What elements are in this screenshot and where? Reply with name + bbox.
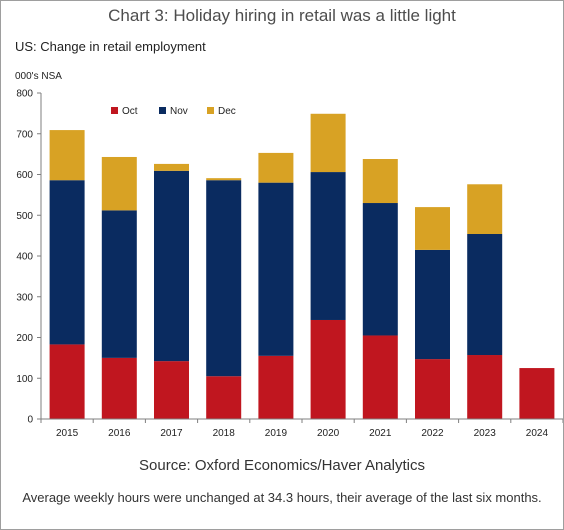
bar-oct-2018 <box>206 376 242 419</box>
bar-dec-2020 <box>310 113 346 173</box>
y-axis-label: 000's NSA <box>15 71 62 82</box>
x-tick-label: 2020 <box>317 428 340 439</box>
y-tick-label: 0 <box>27 415 33 426</box>
x-tick-label: 2016 <box>108 428 131 439</box>
x-tick-label: 2023 <box>474 428 497 439</box>
y-tick-label: 800 <box>16 89 33 100</box>
chart-legend: Oct Nov Dec <box>111 106 236 117</box>
bar-nov-2017 <box>154 170 189 362</box>
legend-label-oct: Oct <box>122 106 138 117</box>
bar-oct-2015 <box>49 344 85 419</box>
bar-oct-2022 <box>415 359 450 419</box>
bar-oct-2016 <box>101 357 137 420</box>
legend-label-dec: Dec <box>218 106 236 117</box>
bar-nov-2016 <box>101 210 137 358</box>
source-text: Source: Oxford Economics/Haver Analytics <box>139 457 425 474</box>
bars-layer <box>49 113 555 420</box>
bar-oct-2019 <box>258 355 294 419</box>
bar-nov-2015 <box>49 180 85 345</box>
y-tick-label: 300 <box>16 292 33 303</box>
bar-nov-2023 <box>467 234 503 356</box>
bar-dec-2023 <box>467 184 503 234</box>
chart-subtitle: US: Change in retail employment <box>15 39 206 54</box>
x-tick-label: 2018 <box>213 428 236 439</box>
y-tick-label: 100 <box>16 374 33 385</box>
bar-dec-2018 <box>206 178 242 181</box>
axes-layer: 0 100 200 300 400 500 600 700 800 2015 2016 2017 201… <box>16 89 563 439</box>
bar-dec-2021 <box>362 159 398 204</box>
y-tick-label: 600 <box>16 170 33 181</box>
bar-oct-2020 <box>310 319 346 419</box>
bar-nov-2022 <box>415 249 450 360</box>
x-tick-label: 2022 <box>421 428 444 439</box>
bar-oct-2023 <box>467 355 503 419</box>
bar-dec-2016 <box>101 156 137 211</box>
bar-nov-2020 <box>310 172 346 320</box>
y-tick-label: 700 <box>16 129 33 140</box>
legend-swatch-nov <box>159 107 166 114</box>
bar-nov-2021 <box>362 203 398 336</box>
bar-dec-2019 <box>258 152 294 183</box>
x-tick-label: 2024 <box>526 428 549 439</box>
bar-oct-2024 <box>519 368 555 419</box>
footnote-text: Average weekly hours were unchanged at 3… <box>22 490 542 505</box>
legend-swatch-dec <box>207 107 214 114</box>
chart-title: Chart 3: Holiday hiring in retail was a … <box>108 6 456 25</box>
chart-svg: US: Change in retail employment 000's NS… <box>15 39 563 439</box>
y-tick-label: 200 <box>16 333 33 344</box>
bar-dec-2017 <box>154 163 189 171</box>
bar-oct-2021 <box>362 335 398 419</box>
y-tick-label: 500 <box>16 211 33 222</box>
x-tick-label: 2021 <box>369 428 392 439</box>
x-tick-label: 2019 <box>265 428 288 439</box>
bar-nov-2018 <box>206 180 242 377</box>
x-tick-label: 2015 <box>56 428 79 439</box>
x-tick-label: 2017 <box>160 428 183 439</box>
bar-nov-2019 <box>258 182 294 356</box>
legend-swatch-oct <box>111 107 118 114</box>
bar-oct-2017 <box>154 361 189 419</box>
bar-dec-2015 <box>49 130 85 181</box>
bar-dec-2022 <box>415 207 450 250</box>
y-tick-label: 400 <box>16 252 33 263</box>
legend-label-nov: Nov <box>170 106 188 117</box>
